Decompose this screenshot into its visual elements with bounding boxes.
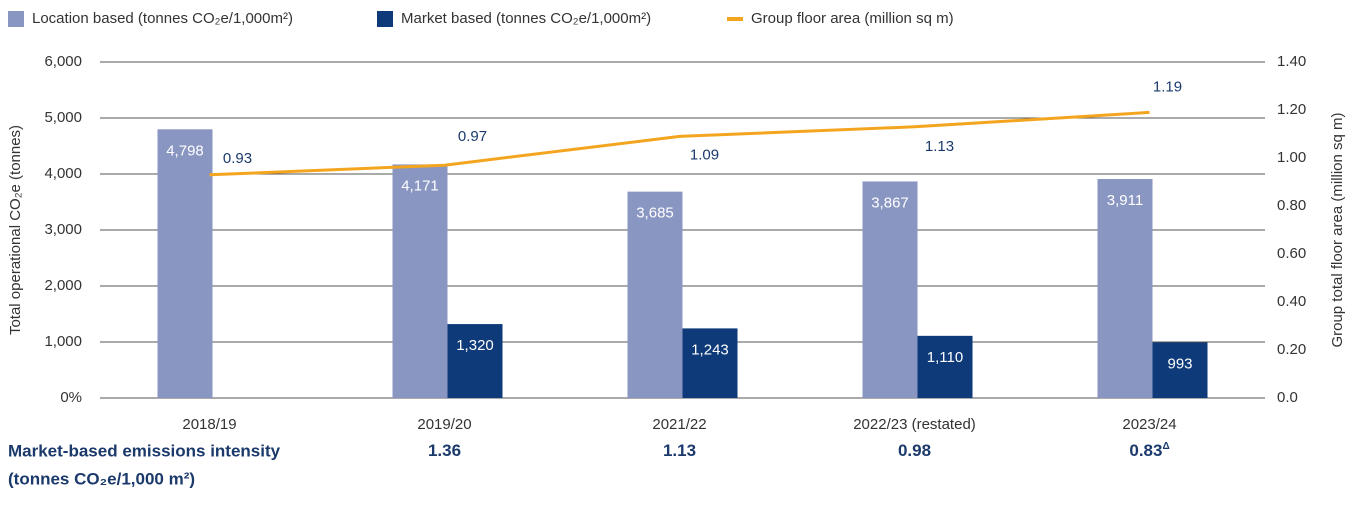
bar: [1152, 342, 1208, 398]
y-tick-label: 5,000: [44, 109, 82, 126]
bar-label: 3,867: [871, 194, 909, 211]
y2-tick-label: 0.40: [1277, 293, 1306, 310]
y2-tick-label: 0.80: [1277, 197, 1306, 214]
x-tick-label: 2018/19: [182, 416, 236, 433]
y-tick-label: 2,000: [44, 277, 82, 294]
legend-swatch: [8, 11, 24, 27]
intensity-number: 0.98: [898, 441, 931, 460]
bar: [392, 164, 448, 398]
bar-label: 3,685: [636, 205, 674, 222]
y-tick-label: 0%: [60, 389, 82, 406]
y2-tick-label: 0.20: [1277, 341, 1306, 358]
bar-label: 1,320: [456, 337, 494, 354]
legend-swatch: [377, 11, 393, 27]
intensity-label: Market-based emissions intensity: [8, 441, 281, 460]
x-tick-label: 2022/23 (restated): [853, 416, 976, 433]
y2-tick-label: 0.60: [1277, 245, 1306, 262]
intensity-note: Δ: [1162, 441, 1169, 452]
line-label: 1.13: [925, 138, 954, 155]
line-label: 1.09: [690, 146, 719, 163]
bar-label: 1,243: [691, 341, 729, 358]
legend-label: Location based (tonnes CO₂e/1,000m²): [32, 10, 293, 27]
bar-label: 3,911: [1107, 192, 1143, 209]
bar: [917, 335, 973, 398]
bar: [862, 181, 918, 398]
y-tick-label: 6,000: [44, 53, 82, 70]
intensity-label: (tonnes CO₂e/1,000 m²): [8, 469, 195, 488]
intensity-value: 1.36: [428, 441, 461, 460]
intensity-number: 1.13: [663, 441, 696, 460]
legend-label: Market based (tonnes CO₂e/1,000m²): [401, 10, 651, 27]
bar-label: 4,171: [401, 177, 439, 194]
bar: [682, 328, 738, 398]
intensity-value: 0.83Δ: [1129, 441, 1169, 461]
line-label: 0.97: [458, 128, 487, 145]
intensity-number: 0.83: [1129, 441, 1162, 460]
x-tick-label: 2023/24: [1122, 416, 1176, 433]
intensity-value: 0.98: [898, 441, 931, 460]
bar: [1097, 178, 1153, 398]
x-tick-label: 2019/20: [417, 416, 471, 433]
y-axis-label: Total operational CO₂e (tonnes): [7, 125, 24, 335]
y2-tick-label: 1.00: [1277, 149, 1306, 166]
intensity-number: 1.36: [428, 441, 461, 460]
line: [209, 110, 1150, 177]
y2-tick-label: 1.20: [1277, 101, 1306, 118]
y-tick-label: 4,000: [44, 165, 82, 182]
bar-label: 1,110: [927, 349, 963, 366]
line-label: 1.19: [1153, 78, 1182, 95]
bar: [157, 129, 213, 398]
y2-tick-label: 0.0: [1277, 389, 1298, 406]
legend-swatch: [727, 17, 743, 21]
bar: [447, 324, 503, 398]
intensity-value: 1.13: [663, 441, 696, 460]
x-tick-label: 2021/22: [652, 416, 706, 433]
line-label: 0.93: [223, 150, 252, 167]
y-tick-label: 3,000: [44, 221, 82, 238]
bar-label: 4,798: [166, 142, 204, 159]
y-tick-label: 1,000: [44, 333, 82, 350]
bar: [627, 191, 683, 398]
y2-tick-label: 1.40: [1277, 53, 1306, 70]
bar-label: 993: [1167, 355, 1192, 372]
y2-axis-label: Group total floor area (million sq m): [1329, 112, 1346, 347]
legend-label: Group floor area (million sq m): [751, 10, 954, 27]
